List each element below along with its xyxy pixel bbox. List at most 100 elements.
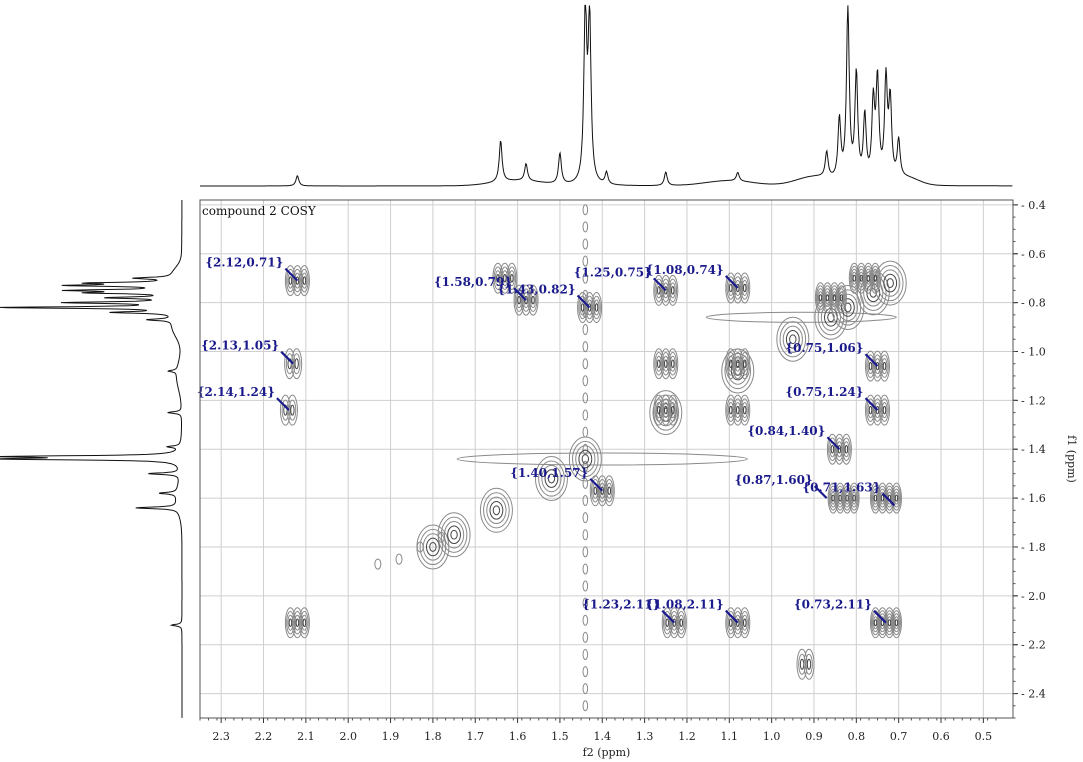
x-tick-label: 2.3 bbox=[212, 730, 230, 743]
x-tick-label: 0.5 bbox=[975, 730, 993, 743]
annotation-pointer bbox=[653, 277, 667, 292]
y-tick-label: - 2.2 bbox=[1021, 639, 1046, 652]
noise-streak-blob bbox=[582, 648, 589, 660]
top-projection-spectrum bbox=[200, 4, 1013, 187]
annotation-pointer bbox=[276, 397, 290, 411]
annotation-label: {2.13,1.05} bbox=[201, 339, 279, 353]
y-tick-label: - 0.8 bbox=[1021, 297, 1046, 310]
cross-peak bbox=[661, 607, 687, 639]
noise-streak-blob bbox=[582, 341, 589, 353]
noise-streak-horizontal bbox=[456, 452, 748, 466]
noise-streak-blob bbox=[582, 460, 589, 472]
x-tick-label: 2.0 bbox=[339, 730, 357, 743]
noise-streak-blob bbox=[582, 529, 589, 541]
cross-peak bbox=[869, 607, 902, 639]
contour-peaks bbox=[279, 204, 907, 712]
x-tick-label: 1.0 bbox=[763, 730, 781, 743]
noise-streak-horizontal bbox=[705, 311, 897, 323]
noise-streak-blob bbox=[582, 700, 589, 712]
peak-annotation: {1.08,0.74} bbox=[646, 263, 739, 289]
peak-annotation: {1.58,0.79} bbox=[434, 275, 527, 301]
noise-streak-blob bbox=[582, 614, 589, 626]
annotation-pointer bbox=[724, 275, 739, 289]
cross-peak bbox=[865, 350, 890, 382]
noise-streak-blob bbox=[582, 272, 589, 284]
diagonal-peak bbox=[395, 553, 403, 565]
noise-streak-blob bbox=[582, 324, 589, 335]
diagonal-peak bbox=[479, 487, 513, 533]
y-tick-label: - 2.0 bbox=[1021, 590, 1046, 603]
cross-peak bbox=[796, 648, 815, 680]
peak-annotation: {2.14,1.24} bbox=[197, 385, 290, 411]
annotation-label: {1.25,0.75} bbox=[574, 265, 652, 279]
cross-peak bbox=[653, 394, 679, 426]
x-tick-label: 1.3 bbox=[636, 730, 654, 743]
cross-peak bbox=[725, 272, 751, 304]
peak-annotation: {0.71,1.63} bbox=[802, 480, 896, 507]
annotation-label: {0.84,1.40} bbox=[747, 424, 825, 438]
x-tick-label: 1.8 bbox=[424, 730, 442, 743]
diagonal-peak bbox=[534, 456, 568, 502]
noise-streak-blob bbox=[582, 495, 589, 507]
cross-peak bbox=[577, 292, 603, 324]
peak-annotation: {2.12,0.71} bbox=[205, 256, 299, 282]
annotation-label: {1.58,0.79} bbox=[434, 275, 512, 289]
cross-peak bbox=[848, 262, 881, 294]
x-tick-label: 1.9 bbox=[382, 730, 400, 743]
top-spectrum-trace bbox=[200, 4, 1013, 187]
x-tick-label: 1.2 bbox=[678, 730, 696, 743]
noise-streak-blob bbox=[582, 477, 589, 489]
annotation-pointer bbox=[284, 267, 299, 282]
peak-annotation: {0.87,1.60} bbox=[735, 473, 828, 499]
x-tick-label: 0.7 bbox=[890, 730, 908, 743]
peak-annotation: {1.40,1.57} bbox=[510, 466, 604, 492]
cross-peak bbox=[826, 433, 852, 465]
annotation-pointer bbox=[864, 397, 879, 411]
x-tick-label: 1.6 bbox=[509, 730, 527, 743]
annotation-label: {1.08,0.74} bbox=[646, 263, 724, 277]
cross-peak bbox=[725, 394, 751, 426]
diagonal-peak bbox=[437, 531, 445, 543]
cross-peak bbox=[725, 607, 751, 639]
noise-streak-blob bbox=[582, 580, 589, 592]
annotation-label: {2.12,0.71} bbox=[205, 256, 283, 270]
cross-peak bbox=[725, 348, 751, 380]
x-tick-label: 2.2 bbox=[255, 730, 273, 743]
y-tick-label: - 0.6 bbox=[1021, 248, 1046, 261]
cross-peak bbox=[814, 282, 847, 314]
annotation-label: {0.71,1.63} bbox=[802, 480, 880, 494]
noise-streak-blob bbox=[582, 358, 589, 370]
diagonal-peak bbox=[776, 316, 810, 362]
noise-streak-blob bbox=[582, 683, 589, 695]
x-tick-label: 0.6 bbox=[932, 730, 950, 743]
annotation-pointer bbox=[864, 353, 879, 367]
annotation-pointer bbox=[881, 492, 896, 507]
annotation-label: {1.23,2.11} bbox=[582, 598, 660, 612]
peak-annotation: {0.75,1.24} bbox=[785, 385, 879, 411]
plot-title: compound 2 COSY bbox=[202, 204, 317, 218]
noise-streak-blob bbox=[582, 546, 589, 558]
x-tick-label: 1.1 bbox=[721, 730, 739, 743]
noise-streak-blob bbox=[582, 255, 589, 267]
noise-streak-blob bbox=[582, 512, 589, 524]
annotation-label: {1.43,0.82} bbox=[497, 283, 575, 297]
peak-annotations: {2.12,0.71} {1.58,0.79} {1.25,0.75}{1.08,0… bbox=[197, 256, 896, 624]
noise-streak-blob bbox=[582, 597, 589, 609]
noise-streak-blob bbox=[582, 204, 589, 216]
annotation-pointer bbox=[813, 485, 828, 499]
peak-annotation: {0.75,1.06} bbox=[785, 341, 879, 367]
annotation-pointer bbox=[589, 477, 604, 492]
peak-annotation: {2.13,1.05} bbox=[201, 339, 294, 365]
cross-peak bbox=[653, 348, 679, 380]
cross-peak bbox=[492, 262, 518, 294]
annotation-pointer bbox=[724, 609, 739, 624]
annotation-label: {1.40,1.57} bbox=[510, 466, 588, 480]
noise-streak-blob bbox=[582, 238, 589, 250]
x-tick-label: 0.8 bbox=[848, 730, 866, 743]
y-tick-label: - 1.4 bbox=[1021, 443, 1046, 456]
noise-streak-blob bbox=[582, 563, 589, 575]
y-tick-label: - 2.4 bbox=[1021, 688, 1046, 701]
annotation-label: {0.73,2.11} bbox=[794, 598, 872, 612]
